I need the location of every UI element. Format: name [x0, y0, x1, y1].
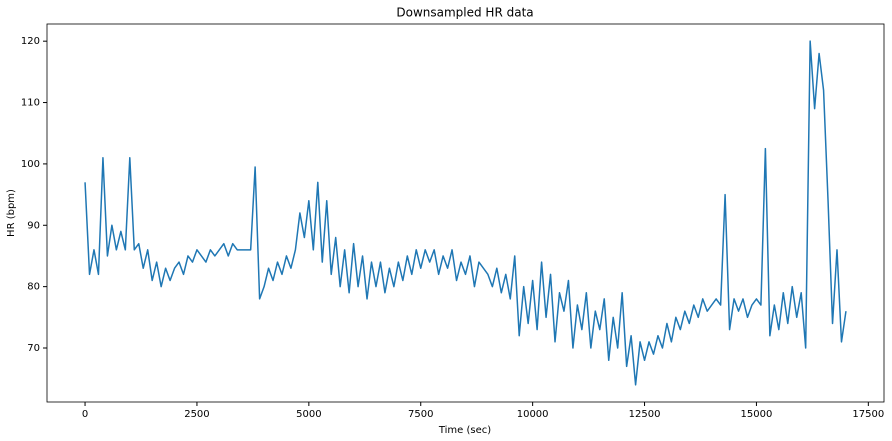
plot-frame — [46, 23, 885, 403]
x-tick-label: 2500 — [184, 409, 209, 420]
y-tick-label: 110 — [21, 98, 40, 109]
y-tick-label: 80 — [27, 282, 40, 293]
line-series — [84, 40, 847, 386]
x-tick-label: 0 — [82, 409, 88, 420]
x-tick-label: 7500 — [408, 409, 433, 420]
x-axis-label: Time (sec) — [438, 425, 491, 436]
y-tick-label: 120 — [21, 36, 40, 47]
y-axis-label: HR (bpm) — [6, 189, 17, 237]
y-tick-label: 90 — [27, 220, 40, 231]
x-tick-label: 17500 — [852, 409, 884, 420]
x-tick-label: 10000 — [517, 409, 549, 420]
y-tick-label: 100 — [21, 159, 40, 170]
chart-title: Downsampled HR data — [396, 6, 533, 20]
x-tick-label: 12500 — [629, 409, 661, 420]
x-tick-label: 15000 — [741, 409, 773, 420]
x-tick-label: 5000 — [296, 409, 321, 420]
y-tick-label: 70 — [27, 343, 40, 354]
